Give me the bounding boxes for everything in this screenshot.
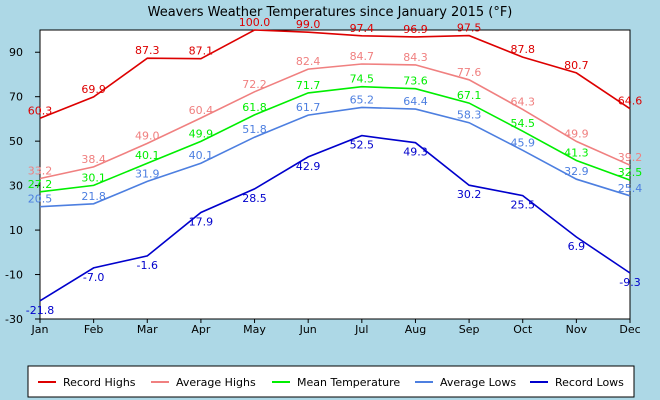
- legend-label: Record Lows: [555, 376, 624, 389]
- legend-label: Mean Temperature: [297, 376, 400, 389]
- data-label: 49.3: [403, 146, 428, 159]
- data-label: 42.9: [296, 160, 321, 173]
- x-tick-label: Jun: [299, 323, 317, 336]
- y-tick-label: -10: [5, 269, 23, 282]
- data-label: 60.4: [189, 104, 214, 117]
- legend: Record Highs Average Highs Mean Temperatur…: [27, 365, 635, 398]
- y-tick-label: -30: [5, 313, 23, 326]
- data-label: 65.2: [350, 93, 375, 106]
- data-label: 72.2: [242, 78, 267, 91]
- data-label: 51.8: [242, 123, 267, 136]
- x-tick-label: Aug: [405, 323, 426, 336]
- data-label: 49.9: [189, 127, 214, 140]
- data-label: 74.5: [350, 73, 375, 86]
- data-label: 71.7: [296, 79, 321, 92]
- series-lines: [39, 29, 631, 302]
- data-label: 45.9: [510, 136, 535, 149]
- data-label: 30.1: [81, 171, 106, 184]
- legend-label: Average Lows: [440, 376, 516, 389]
- x-tick-label: Sep: [459, 323, 480, 336]
- series-line-0: [39, 29, 631, 120]
- series-line-4: [39, 134, 631, 302]
- plot-area: [39, 29, 631, 320]
- data-label: 97.5: [457, 22, 482, 35]
- data-label: -7.0: [83, 271, 104, 284]
- data-label: 58.3: [457, 109, 482, 122]
- legend-label: Average Highs: [176, 376, 256, 389]
- data-label: 49.9: [564, 127, 589, 140]
- data-label: 64.4: [403, 95, 428, 108]
- x-tick-label: Apr: [191, 323, 211, 336]
- data-label: 52.5: [350, 139, 375, 152]
- data-label: 84.3: [403, 51, 428, 64]
- data-label: 84.7: [350, 50, 375, 63]
- data-label: 97.4: [350, 22, 375, 35]
- data-label: 25.4: [618, 182, 643, 195]
- series-line-2: [39, 85, 631, 193]
- data-label: 61.8: [242, 101, 267, 114]
- y-tick-label: 10: [9, 224, 23, 237]
- y-tick-label: 30: [9, 180, 23, 193]
- data-label: 32.9: [564, 165, 589, 178]
- x-tick-label: Feb: [84, 323, 103, 336]
- data-label: 73.6: [403, 75, 428, 88]
- data-label: 41.3: [564, 146, 589, 159]
- data-label: 25.5: [510, 199, 535, 212]
- series-line-1: [39, 63, 631, 180]
- data-label: -1.6: [137, 259, 158, 272]
- data-label: 6.9: [568, 240, 586, 253]
- data-label: 99.0: [296, 18, 321, 31]
- data-label: 82.4: [296, 55, 321, 68]
- data-label: 40.1: [135, 149, 160, 162]
- data-label: 100.0: [239, 16, 271, 29]
- data-label: 49.0: [135, 129, 160, 142]
- data-label: 27.2: [28, 178, 53, 191]
- x-tick-label: Jan: [31, 323, 49, 336]
- data-label: 80.7: [564, 59, 589, 72]
- data-label: 28.5: [242, 192, 267, 205]
- legend-label: Record Highs: [63, 376, 136, 389]
- data-label: 40.1: [189, 149, 214, 162]
- data-label: 38.4: [81, 153, 106, 166]
- data-label: 17.9: [189, 216, 214, 229]
- data-label: 60.3: [28, 104, 53, 117]
- data-label: 20.5: [28, 193, 53, 206]
- data-label: 54.5: [510, 117, 535, 130]
- x-tick-label: Dec: [619, 323, 640, 336]
- data-label: -9.3: [619, 276, 640, 289]
- data-label: -21.8: [26, 304, 54, 317]
- data-label: 32.5: [618, 166, 643, 179]
- data-label: 77.6: [457, 66, 482, 79]
- axes: -30 -10 10 30 50 70 90 Jan Feb Mar Apr May Jun Jul Aug…: [5, 46, 641, 336]
- x-tick-label: Nov: [566, 323, 588, 336]
- data-label: 21.8: [81, 190, 106, 203]
- chart-title: Weavers Weather Temperatures since Janua…: [148, 5, 513, 20]
- series-line-3: [39, 106, 631, 208]
- data-label: 33.2: [28, 165, 53, 178]
- y-tick-label: 70: [9, 91, 23, 104]
- data-label: 31.9: [135, 167, 160, 180]
- data-label: 64.6: [618, 95, 643, 108]
- x-tick-label: Oct: [513, 323, 533, 336]
- x-tick-label: May: [243, 323, 266, 336]
- data-label: 87.1: [189, 45, 214, 58]
- data-label: 96.9: [403, 23, 428, 36]
- data-label: 64.3: [510, 95, 535, 108]
- x-tick-label: Jul: [354, 323, 368, 336]
- data-label: 87.8: [510, 43, 535, 56]
- y-tick-label: 90: [9, 46, 23, 59]
- data-labels: 60.3 69.9 87.3 87.1 100.0 99.0 97.4 96.9 97.5 87.…: [26, 16, 642, 317]
- data-label: 39.2: [618, 151, 643, 164]
- data-label: 30.2: [457, 188, 482, 201]
- data-label: 67.1: [457, 89, 482, 102]
- data-label: 87.3: [135, 44, 160, 57]
- data-label: 69.9: [81, 83, 106, 96]
- y-tick-label: 50: [9, 135, 23, 148]
- x-tick-label: Mar: [137, 323, 158, 336]
- data-label: 61.7: [296, 101, 321, 114]
